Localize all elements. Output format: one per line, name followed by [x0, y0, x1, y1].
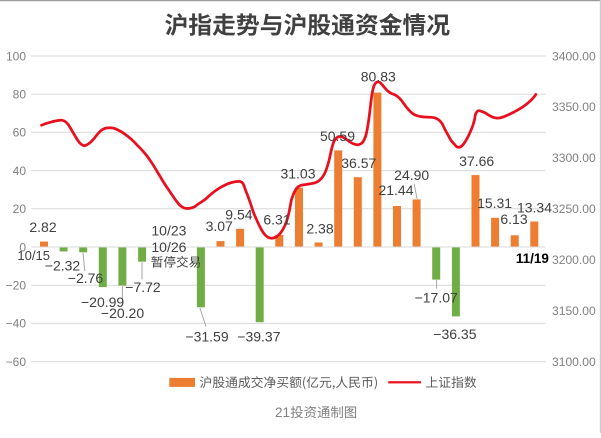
svg-text:50.59: 50.59 [320, 128, 355, 144]
svg-text:10/26: 10/26 [151, 239, 186, 255]
svg-text:60: 60 [13, 126, 27, 140]
svg-text:0: 0 [19, 240, 26, 254]
svg-text:36.57: 36.57 [341, 155, 376, 171]
svg-text:−2.76: −2.76 [68, 270, 104, 286]
svg-text:−36.35: −36.35 [433, 326, 476, 342]
svg-text:100: 100 [6, 49, 26, 63]
svg-text:9.54: 9.54 [225, 207, 252, 223]
svg-text:21: 21 [275, 405, 290, 420]
svg-text:−20.99: −20.99 [81, 294, 124, 310]
svg-text:3350.00: 3350.00 [552, 100, 596, 114]
svg-text:31.03: 31.03 [280, 165, 315, 181]
svg-text:3250.00: 3250.00 [552, 202, 596, 216]
svg-text:2.82: 2.82 [29, 219, 56, 235]
svg-text:−2.32: −2.32 [45, 257, 81, 273]
svg-text:20: 20 [13, 202, 27, 216]
svg-text:3200.00: 3200.00 [552, 253, 596, 267]
svg-text:3300.00: 3300.00 [552, 151, 596, 165]
svg-text:15.31: 15.31 [477, 195, 512, 211]
svg-text:3150.00: 3150.00 [552, 304, 596, 318]
svg-text:24.90: 24.90 [394, 167, 429, 183]
svg-text:−60: −60 [6, 355, 27, 369]
svg-text:13.34: 13.34 [517, 200, 552, 216]
svg-text:37.66: 37.66 [459, 153, 494, 169]
svg-text:11/19: 11/19 [516, 251, 549, 266]
svg-text:−39.37: −39.37 [237, 329, 280, 345]
svg-text:80: 80 [13, 88, 27, 102]
svg-text:10/23: 10/23 [151, 222, 186, 238]
svg-text:−20: −20 [6, 279, 27, 293]
svg-text:10/15: 10/15 [17, 248, 50, 263]
svg-text:−40: −40 [6, 317, 27, 331]
svg-text:6.13: 6.13 [500, 211, 527, 227]
svg-text:−17.07: −17.07 [415, 289, 458, 305]
svg-text:6.31: 6.31 [263, 212, 290, 228]
svg-text:3400.00: 3400.00 [552, 49, 596, 63]
svg-text:3.07: 3.07 [206, 218, 233, 234]
svg-text:2.38: 2.38 [306, 221, 333, 237]
svg-text:−20.20: −20.20 [101, 305, 144, 321]
svg-text:−7.72: −7.72 [125, 279, 161, 295]
svg-text:3100.00: 3100.00 [552, 355, 596, 369]
svg-text:40: 40 [13, 164, 27, 178]
svg-text:−31.59: −31.59 [185, 329, 228, 345]
svg-text:80.83: 80.83 [361, 69, 396, 85]
svg-text:21.44: 21.44 [378, 182, 413, 198]
